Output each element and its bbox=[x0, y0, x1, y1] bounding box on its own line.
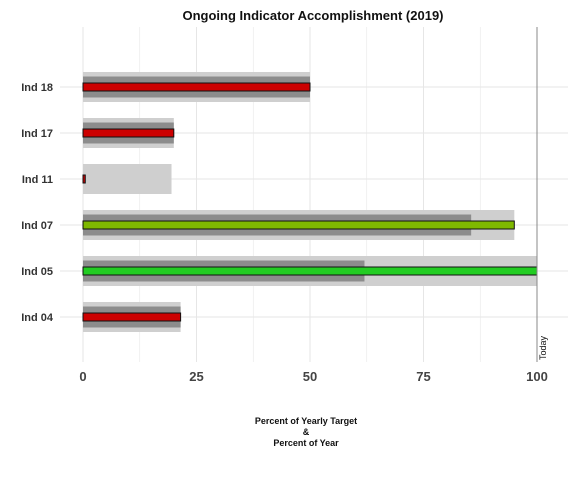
bars bbox=[82, 72, 538, 332]
x-axis-label-line-2: & bbox=[303, 427, 310, 437]
y-tick-label: Ind 18 bbox=[21, 82, 53, 94]
accomplishment-bar bbox=[82, 312, 182, 322]
target-band-bar bbox=[83, 164, 172, 194]
accomplishment-bar bbox=[82, 266, 538, 276]
accomplishment-bar bbox=[82, 82, 311, 92]
x-tick-labels: 0 25 50 75 100 bbox=[79, 369, 547, 384]
y-tick-label: Ind 05 bbox=[21, 266, 53, 278]
chart-title: Ongoing Indicator Accomplishment (2019) bbox=[183, 8, 444, 23]
y-tick-label: Ind 11 bbox=[22, 174, 53, 186]
accomplishment-bar bbox=[82, 220, 515, 230]
x-axis-label-line-1: Percent of Yearly Target bbox=[255, 416, 357, 426]
x-tick-label: 0 bbox=[79, 369, 86, 384]
x-tick-label: 75 bbox=[416, 369, 430, 384]
accomplishment-bar bbox=[82, 128, 175, 138]
y-tick-label: Ind 17 bbox=[21, 128, 53, 140]
y-tick-labels: Ind 18 Ind 17 Ind 11 Ind 07 Ind 05 Ind 04 bbox=[21, 82, 54, 324]
y-tick-label: Ind 07 bbox=[21, 220, 53, 232]
accomplishment-bar bbox=[82, 174, 86, 184]
x-tick-label: 25 bbox=[189, 369, 203, 384]
x-tick-label: 50 bbox=[303, 369, 317, 384]
today-label: Today bbox=[538, 335, 548, 360]
x-tick-label: 100 bbox=[526, 369, 548, 384]
x-axis-label-line-3: Percent of Year bbox=[273, 438, 339, 448]
y-tick-label: Ind 04 bbox=[21, 312, 54, 324]
